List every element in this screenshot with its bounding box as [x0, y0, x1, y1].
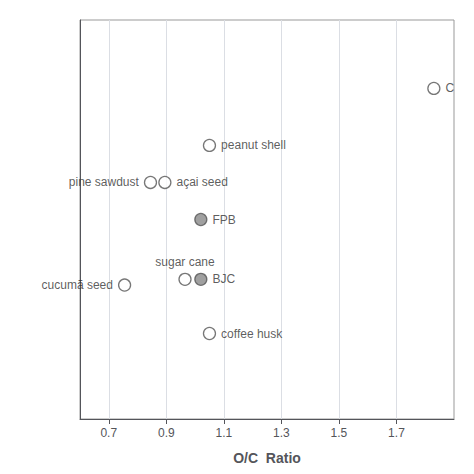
- svg-text:1.7: 1.7: [388, 426, 405, 440]
- svg-text:C: C: [446, 81, 455, 95]
- svg-text:1.3: 1.3: [273, 426, 290, 440]
- svg-text:BJC: BJC: [212, 272, 235, 286]
- svg-text:1.5: 1.5: [331, 426, 348, 440]
- svg-text:cucumã seed: cucumã seed: [42, 278, 113, 292]
- svg-text:açai seed: açai seed: [177, 175, 228, 189]
- svg-text:0.7: 0.7: [100, 426, 117, 440]
- svg-text:1.1: 1.1: [216, 426, 233, 440]
- svg-text:peanut shell: peanut shell: [221, 138, 286, 152]
- svg-text:pine sawdust: pine sawdust: [69, 175, 140, 189]
- svg-text:sugar cane: sugar cane: [155, 255, 215, 269]
- svg-text:FPB: FPB: [212, 213, 235, 227]
- svg-text:coffee husk: coffee husk: [221, 327, 283, 341]
- svg-text:O/C Ratio: O/C Ratio: [233, 450, 301, 466]
- svg-text:0.9: 0.9: [158, 426, 175, 440]
